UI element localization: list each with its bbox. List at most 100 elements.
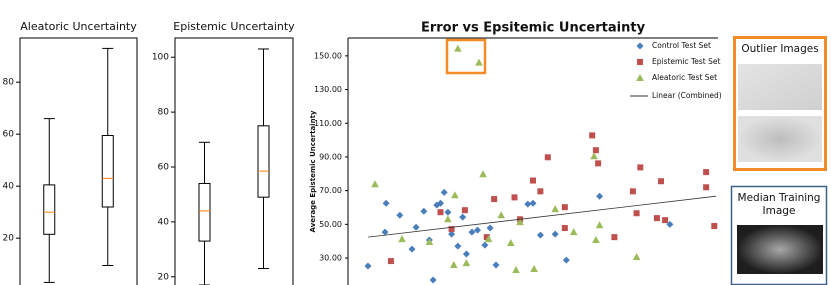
point	[629, 188, 636, 195]
point	[530, 177, 536, 184]
point	[461, 207, 468, 214]
y-tick-label: 20	[158, 272, 170, 282]
point	[429, 276, 437, 284]
point	[561, 225, 568, 232]
point	[666, 220, 674, 228]
point	[420, 207, 428, 215]
point	[492, 261, 500, 269]
outlier-highlight	[445, 38, 487, 75]
point	[398, 235, 406, 243]
axes-frame	[19, 37, 138, 285]
point	[450, 260, 458, 268]
point	[511, 194, 518, 201]
point	[595, 160, 602, 167]
point	[468, 228, 476, 236]
point	[632, 253, 641, 261]
median-title-box: Median Training Image	[737, 192, 821, 217]
y-tick-label: 70.00	[319, 186, 342, 195]
point	[381, 228, 389, 236]
y-tick-label: 20	[3, 234, 15, 244]
y-tick-label: 60	[158, 162, 170, 172]
axes-frame	[174, 37, 294, 285]
point	[484, 235, 493, 243]
point	[486, 224, 494, 232]
point	[536, 231, 544, 239]
median-image	[737, 225, 823, 274]
point	[703, 184, 710, 191]
y-tick-label: 80	[158, 108, 170, 118]
legend-marker	[636, 74, 644, 81]
point	[562, 256, 570, 264]
point	[382, 199, 390, 207]
point	[497, 211, 505, 219]
legend-label: Control Test Set	[652, 41, 711, 50]
point	[364, 262, 372, 270]
y-tick-label: 100	[152, 53, 169, 63]
outlier-image	[738, 64, 822, 110]
box	[43, 184, 56, 235]
point	[637, 164, 644, 171]
point	[524, 200, 532, 208]
point	[592, 147, 599, 154]
point	[537, 188, 544, 195]
point	[454, 242, 462, 250]
box	[101, 135, 114, 208]
point	[658, 178, 665, 185]
point	[507, 239, 515, 247]
point	[569, 228, 578, 236]
chart-title: Epistemic Uncertainty	[173, 20, 295, 33]
point	[448, 230, 456, 238]
trend-line	[367, 195, 717, 238]
point	[561, 204, 568, 211]
y-axis-label: Average Epistemic Uncertainty	[309, 110, 317, 232]
point	[592, 236, 600, 244]
box	[198, 182, 211, 242]
point	[662, 217, 669, 224]
point	[440, 188, 448, 196]
point	[611, 234, 618, 241]
point	[437, 209, 444, 216]
y-tick-label: 90.00	[319, 152, 342, 161]
point	[481, 241, 489, 249]
point	[412, 223, 420, 231]
point	[454, 44, 462, 52]
point	[711, 223, 718, 230]
legend-label: Linear (Combined)	[652, 91, 722, 100]
point	[371, 180, 379, 188]
legend-label: Aleatoric Test Set	[652, 73, 717, 82]
point	[396, 211, 404, 219]
point	[530, 264, 538, 272]
point	[544, 154, 551, 161]
point	[444, 215, 452, 223]
point	[596, 192, 604, 200]
point	[475, 58, 483, 66]
y-tick-label: 80	[3, 78, 15, 88]
point	[551, 230, 559, 238]
y-tick-label: 30.00	[319, 254, 342, 263]
point	[448, 226, 455, 233]
point	[387, 258, 394, 265]
y-tick-label: 110.00	[314, 119, 342, 128]
point	[451, 191, 459, 199]
point	[491, 196, 498, 203]
point	[653, 215, 660, 222]
point	[462, 250, 470, 258]
point	[408, 245, 416, 253]
outlier-image	[738, 116, 822, 162]
point	[529, 199, 537, 207]
point	[516, 218, 524, 226]
y-tick-label: 40	[3, 182, 15, 192]
y-tick-label: 60	[3, 130, 15, 140]
point	[444, 208, 452, 216]
point	[479, 170, 487, 178]
point	[703, 169, 710, 176]
median-title: Median Training Image	[737, 192, 821, 217]
point	[633, 210, 640, 217]
point	[595, 221, 604, 229]
point	[459, 213, 467, 221]
y-tick-label: 50.00	[319, 220, 342, 229]
y-tick-label: 150.00	[314, 51, 342, 60]
legend-label: Epistemic Test Set	[652, 57, 720, 66]
chart-title: Aleatoric Uncertainty	[20, 20, 137, 33]
